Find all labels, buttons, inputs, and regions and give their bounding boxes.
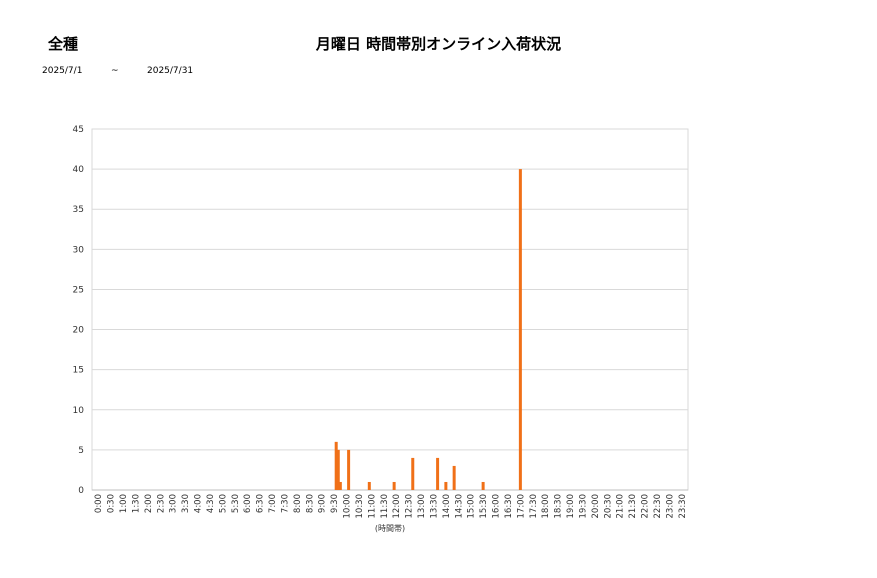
y-tick-label: 35 — [73, 205, 84, 215]
y-axis-ticks: 0 5 10 15 20 25 30 35 40 45 — [73, 125, 85, 496]
x-tick-label: 13:30 — [429, 494, 439, 519]
bar — [436, 457, 440, 490]
y-tick-label: 45 — [73, 125, 84, 135]
x-tick-label: 14:30 — [454, 494, 464, 519]
y-tick-label: 15 — [73, 366, 84, 376]
x-tick-label: 0:30 — [107, 494, 117, 513]
x-tick-label: 17:00 — [516, 494, 526, 519]
x-tick-label: 10:30 — [355, 494, 365, 519]
x-tick-label: 19:00 — [566, 494, 576, 519]
y-tick-label: 5 — [78, 446, 84, 456]
date-to: 2025/7/31 — [147, 66, 194, 76]
x-tick-label: 7:30 — [280, 494, 290, 513]
y-tick-label: 40 — [73, 165, 85, 175]
x-tick-label: 12:30 — [405, 494, 415, 519]
x-tick-label: 23:00 — [665, 494, 675, 519]
x-tick-label: 12:00 — [392, 494, 402, 519]
y-tick-label: 30 — [73, 245, 85, 255]
x-tick-label: 8:30 — [305, 494, 315, 513]
x-tick-label: 6:00 — [243, 494, 253, 513]
bars — [334, 169, 522, 490]
x-tick-label: 11:00 — [367, 494, 377, 519]
x-tick-label: 22:30 — [653, 494, 663, 519]
x-tick-label: 3:00 — [169, 494, 179, 513]
x-tick-label: 9:00 — [318, 494, 328, 513]
x-tick-label: 20:30 — [603, 494, 613, 519]
bar — [336, 449, 340, 490]
x-tick-label: 2:00 — [144, 494, 154, 513]
x-tick-label: 13:00 — [417, 494, 427, 519]
x-axis-ticks: 0:00 0:30 1:00 1:30 2:00 2:30 3:00 3:30 4:00 4:30… — [94, 494, 688, 519]
x-tick-label: 4:00 — [194, 494, 204, 513]
y-tick-label: 20 — [73, 326, 85, 336]
x-tick-label: 15:30 — [479, 494, 489, 519]
chart-title: 月曜日 時間帯別オンライン入荷状況 — [315, 35, 562, 53]
x-tick-label: 4:30 — [206, 494, 216, 513]
x-tick-label: 7:00 — [268, 494, 278, 513]
x-tick-label: 5:30 — [231, 494, 241, 513]
y-tick-label: 0 — [78, 486, 84, 496]
x-tick-label: 1:30 — [131, 494, 141, 513]
x-tick-label: 2:30 — [156, 494, 166, 513]
x-axis-title: (時間帯) — [375, 523, 405, 533]
x-tick-label: 16:00 — [492, 494, 502, 519]
x-tick-label: 17:30 — [529, 494, 539, 519]
y-tick-label: 25 — [73, 285, 84, 295]
x-tick-label: 23:30 — [678, 494, 688, 519]
bar — [411, 457, 415, 490]
bar — [481, 481, 485, 490]
category-label: 全種 — [48, 35, 79, 53]
x-tick-label: 6:30 — [256, 494, 266, 513]
gridlines — [91, 128, 689, 491]
x-tick-label: 19:30 — [578, 494, 588, 519]
bar — [444, 481, 448, 490]
x-tick-label: 21:30 — [628, 494, 638, 519]
bar — [334, 441, 338, 490]
x-tick-label: 9:30 — [330, 494, 340, 513]
plot-frame — [91, 128, 689, 491]
x-tick-label: 3:30 — [181, 494, 191, 513]
x-tick-label: 11:30 — [380, 494, 390, 519]
x-tick-label: 15:00 — [467, 494, 477, 519]
bar — [338, 481, 342, 490]
x-tick-label: 5:00 — [218, 494, 228, 513]
x-tick-label: 18:00 — [541, 494, 551, 519]
y-tick-label: 10 — [73, 406, 85, 416]
x-tick-label: 8:00 — [293, 494, 303, 513]
x-tick-label: 22:00 — [641, 494, 651, 519]
x-tick-label: 16:30 — [504, 494, 514, 519]
date-from: 2025/7/1 — [42, 66, 83, 76]
bar — [367, 481, 371, 490]
date-separator: ~ — [111, 66, 119, 76]
bar — [392, 481, 396, 490]
x-tick-label: 10:00 — [343, 494, 353, 519]
x-tick-label: 14:00 — [442, 494, 452, 519]
x-tick-label: 0:00 — [94, 494, 104, 513]
x-tick-label: 1:00 — [119, 494, 129, 513]
bar — [347, 449, 351, 490]
bar — [452, 465, 456, 490]
x-tick-label: 21:00 — [616, 494, 626, 519]
x-tick-label: 18:30 — [554, 494, 564, 519]
x-tick-label: 20:00 — [591, 494, 601, 519]
bar — [518, 169, 522, 490]
